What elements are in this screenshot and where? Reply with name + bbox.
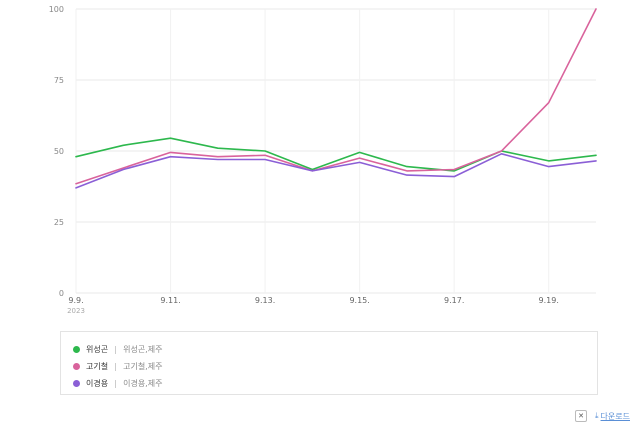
x-tick-label: 9.11. — [160, 296, 180, 305]
legend-item[interactable]: 위성곤 위성곤,제주 — [61, 341, 597, 358]
legend-separator — [115, 345, 117, 354]
x-tick-label: 9.13. — [255, 296, 275, 305]
x-tick-label: 9.9. — [68, 296, 83, 305]
grid — [75, 8, 596, 294]
legend-series-name: 위성곤 — [86, 345, 109, 354]
download-label: 다운로드 — [600, 411, 630, 421]
legend-color-dot — [73, 363, 80, 370]
footer-tools: ✕ ⤓ 다운로드 — [575, 410, 630, 422]
legend-item[interactable]: 이경용 이경용,제주 — [61, 375, 597, 392]
series-line-고기철[interactable] — [75, 8, 597, 185]
legend-color-dot — [73, 346, 80, 353]
legend-color-dot — [73, 380, 80, 387]
legend-series-terms: 이경용,제주 — [123, 379, 163, 388]
y-axis-ticks: 100 75 50 25 0 — [49, 5, 64, 298]
y-tick-label: 50 — [54, 147, 64, 156]
download-link[interactable]: ⤓ 다운로드 — [595, 411, 630, 422]
series-line-이경용[interactable] — [75, 153, 597, 189]
x-axis-ticks: 9.9. 9.11. 9.13. 9.15. 9.17. 9.19. 2023 — [67, 296, 559, 315]
excel-export-icon[interactable]: ✕ — [575, 410, 587, 422]
legend-separator — [115, 362, 117, 371]
line-chart: 100 75 50 25 0 9.9. 9.11. 9.13. 9.15. 9.17. 9.19.… — [49, 5, 597, 315]
legend-series-name: 이경용 — [86, 379, 109, 388]
x-tick-label: 9.19. — [539, 296, 559, 305]
y-tick-label: 0 — [59, 289, 64, 298]
y-tick-label: 25 — [54, 218, 64, 227]
series-line-위성곤[interactable] — [75, 137, 597, 172]
download-icon: ⤓ — [595, 411, 599, 420]
legend-series-terms: 고기철,제주 — [123, 362, 163, 371]
legend: 위성곤 위성곤,제주 고기철 고기철,제주 이경용 이경용,제주 — [60, 331, 598, 395]
legend-series-terms: 위성곤,제주 — [123, 345, 163, 354]
x-tick-label: 9.17. — [444, 296, 464, 305]
series-lines — [75, 8, 597, 189]
x-tick-label: 9.15. — [349, 296, 369, 305]
y-tick-label: 75 — [54, 76, 64, 85]
x-year-label: 2023 — [67, 307, 85, 315]
legend-series-name: 고기철 — [86, 362, 109, 371]
legend-item[interactable]: 고기철 고기철,제주 — [61, 358, 597, 375]
legend-separator — [115, 379, 117, 388]
y-tick-label: 100 — [49, 5, 64, 14]
